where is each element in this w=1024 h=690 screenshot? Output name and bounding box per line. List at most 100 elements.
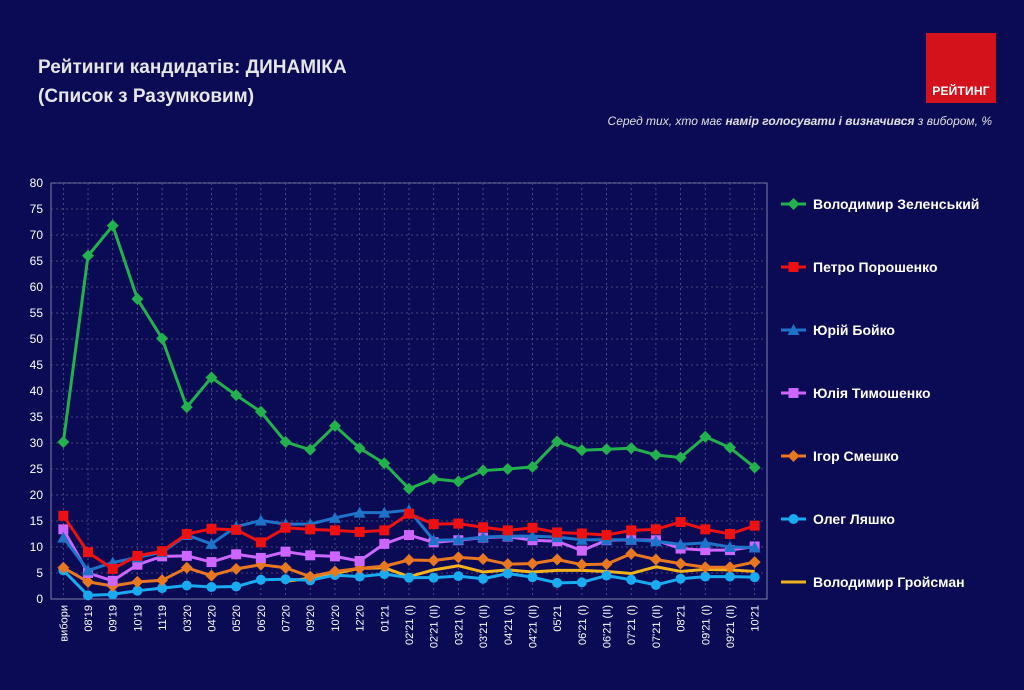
x-tick-label: 03'21 (I) [453, 605, 465, 645]
series-0-point [600, 443, 613, 456]
series-0-point [131, 292, 144, 305]
series-3-point [206, 557, 217, 568]
series-5-point [132, 585, 143, 596]
series-5-point [675, 573, 686, 584]
series-0-point [674, 451, 687, 464]
x-tick-label: 04'20 [206, 605, 218, 632]
series-4-point [551, 553, 564, 566]
x-tick-label: 09'20 [305, 605, 317, 632]
series-1-point [675, 517, 686, 528]
series-0-point [649, 448, 662, 461]
series-4-point [748, 556, 761, 569]
subtitle-suffix: з вибором, % [914, 114, 992, 128]
subtitle-prefix: Серед тих, хто має [607, 114, 726, 128]
x-tick-label: 03'21 (II) [478, 605, 490, 648]
x-tick-label: 12'20 [355, 605, 367, 632]
y-tick-label: 65 [30, 254, 44, 268]
series-2-point [625, 533, 638, 545]
series-5-point [231, 581, 242, 592]
y-tick-label: 60 [30, 280, 44, 294]
series-0-point [378, 457, 391, 470]
series-1-point [329, 525, 340, 536]
legend-label: Олег Ляшко [813, 511, 895, 527]
series-0-point [625, 442, 638, 455]
series-0-point [748, 461, 761, 474]
y-tick-label: 25 [30, 462, 44, 476]
x-tick-label: 09'19 [108, 605, 120, 632]
legend-label: Юлія Тимошенко [813, 385, 931, 401]
y-tick-label: 55 [30, 306, 44, 320]
x-tick-label: 10'21 [750, 605, 762, 632]
series-1-point [132, 550, 143, 561]
series-1-point [354, 526, 365, 537]
series-3-point [280, 546, 291, 557]
series-5-point [453, 571, 464, 582]
series-4-point [279, 561, 292, 574]
x-tick-label: 04'21 (II) [527, 605, 539, 648]
series-1-point [83, 547, 94, 558]
series-0-point [106, 219, 119, 232]
series-0-point [82, 249, 95, 262]
x-tick-label: 10'20 [330, 605, 342, 632]
x-tick-label: 09'21 (II) [725, 605, 737, 648]
series-5-point [527, 572, 538, 583]
series-0-point [427, 472, 440, 485]
series-2-point [353, 506, 366, 518]
y-tick-label: 40 [30, 384, 44, 398]
series-1-point [404, 508, 414, 519]
series-0-point [477, 464, 490, 477]
series-5-point [552, 577, 563, 588]
series-1-point [478, 522, 489, 533]
x-tick-label: 05'21 [552, 605, 564, 632]
series-3-point [404, 530, 414, 541]
series-1-point [305, 524, 316, 535]
series-1-point [601, 530, 612, 541]
legend-swatch-marker [787, 324, 800, 335]
series-3-point [379, 538, 390, 549]
series-4-point [649, 553, 662, 566]
legend-swatch-marker [787, 198, 800, 210]
series-0-point [180, 401, 193, 414]
x-tick-label: 06'21 (I) [577, 605, 589, 645]
x-tick-label: 08'19 [83, 605, 95, 632]
series-1-point [527, 522, 538, 533]
series-2-point [328, 511, 341, 523]
chart-title-line1: Рейтинги кандидатів: ДИНАМІКА [38, 57, 347, 78]
series-0-point [230, 389, 243, 402]
series-0-point [526, 460, 539, 473]
legend-swatch-marker [788, 514, 799, 524]
series-1-point [379, 525, 390, 536]
series-0-point [403, 482, 415, 495]
series-4-point [526, 557, 539, 570]
series-4-point [230, 562, 243, 575]
y-tick-label: 5 [36, 566, 43, 580]
series-5-point [502, 568, 513, 579]
series-4-point [328, 565, 341, 578]
x-tick-label: вибори [58, 605, 70, 642]
y-tick-label: 10 [30, 540, 44, 554]
series-2-point [254, 514, 267, 526]
legend-label: Петро Порошенко [813, 259, 938, 275]
series-0-point [279, 435, 292, 448]
y-tick-label: 15 [30, 514, 44, 528]
legend-label: Ігор Смешко [813, 448, 899, 464]
series-0-point [254, 405, 267, 418]
series-2-point [57, 531, 70, 543]
series-5-point [379, 569, 390, 580]
series-3-point [305, 550, 316, 561]
x-tick-label: 02'21 (I) [404, 605, 416, 645]
series-5-point [626, 574, 637, 585]
x-tick-label: 01'21 [379, 605, 391, 632]
series-5-point [157, 583, 168, 594]
series-4-point [699, 561, 712, 574]
series-1-point [181, 529, 192, 539]
x-tick-label: 07'21 (I) [626, 605, 638, 645]
series-5-point [700, 571, 711, 582]
series-4-point [378, 560, 391, 573]
series-5-point [478, 573, 489, 584]
series-2-point [378, 506, 391, 518]
y-tick-label: 35 [30, 410, 44, 424]
x-tick-label: 02'21 (II) [429, 605, 441, 648]
legend-label: Володимир Зеленський [813, 196, 979, 212]
